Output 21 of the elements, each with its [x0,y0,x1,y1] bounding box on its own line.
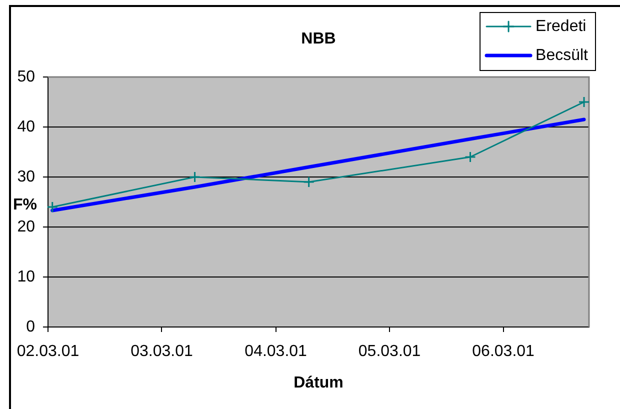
x-tick-label: 02.03.01 [16,343,80,360]
legend-label: Eredeti [536,18,586,35]
chart-title: NBB [301,30,336,48]
point [578,96,590,108]
y-tick-label: 0 [26,318,36,336]
x-tick-label: 03.03.01 [130,343,193,360]
y-tick-label: 40 [17,118,36,136]
y-tick-label: 50 [17,68,36,86]
legend-label: Becsült [536,46,589,64]
x-tick-label: 06.03.01 [472,343,535,360]
point [189,171,201,183]
y-tick-label: 30 [17,168,36,186]
x-tick-label: 05.03.01 [358,343,421,360]
y-tick-label: 10 [17,268,36,286]
point [464,151,476,163]
y-axis-title: F% [13,196,37,214]
y-tick-label: 20 [17,218,36,236]
x-axis-title: Dátum [294,374,344,392]
point [46,201,58,213]
point [303,176,315,188]
x-tick-label: 04.03.01 [244,343,308,360]
